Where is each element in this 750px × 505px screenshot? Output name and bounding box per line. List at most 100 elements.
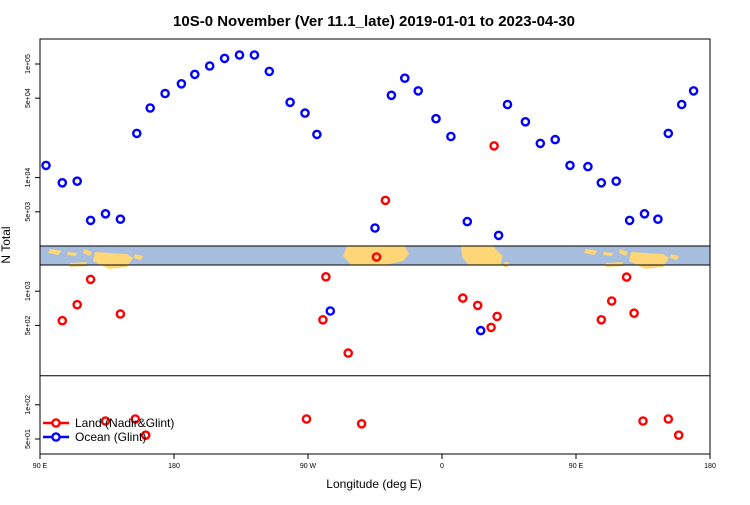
data-point xyxy=(140,430,151,441)
data-point xyxy=(399,73,410,83)
x-axis-label: Longitude (deg E) xyxy=(326,477,421,491)
data-point xyxy=(321,271,331,282)
legend-marker xyxy=(51,418,61,428)
y-tick-label: 5e+01 xyxy=(25,429,32,449)
data-point xyxy=(41,160,51,171)
data-point xyxy=(72,299,82,310)
data-point xyxy=(356,418,367,429)
plot-frame xyxy=(39,38,711,455)
data-point xyxy=(145,103,155,113)
data-point xyxy=(219,53,230,64)
axes: 90 E 180 90 W 0 90 E 180 5e+01 1e+02 5e+02 1e+03 5… xyxy=(25,38,716,470)
y-tick-label: 5e+02 xyxy=(25,315,32,335)
x-tick-label: 180 xyxy=(704,463,716,470)
data-point xyxy=(535,138,546,149)
data-point xyxy=(85,274,96,285)
data-point xyxy=(115,214,126,224)
data-point xyxy=(312,129,322,140)
data-point xyxy=(624,215,635,226)
x-tick-label: 90 E xyxy=(569,463,584,470)
legend: Land (Nadir&Glint)Ocean (Glint) xyxy=(43,416,174,444)
data-point xyxy=(249,50,260,60)
map-land-africa xyxy=(460,245,503,266)
data-point xyxy=(472,300,483,311)
data-point xyxy=(431,113,441,124)
data-point xyxy=(446,131,456,142)
data-point xyxy=(204,61,215,71)
x-tick-label: 0 xyxy=(440,463,444,470)
data-point xyxy=(475,325,486,336)
data-point xyxy=(343,348,354,358)
y-tick-label: 5e+04 xyxy=(25,88,32,108)
legend-marker xyxy=(51,432,61,442)
data-point xyxy=(234,50,245,60)
data-point xyxy=(371,252,382,262)
data-point xyxy=(653,214,663,224)
data-point xyxy=(492,311,502,322)
data-point xyxy=(72,176,82,186)
data-point xyxy=(300,108,310,118)
data-point xyxy=(502,99,513,110)
data-point xyxy=(57,177,68,188)
data-point xyxy=(596,314,607,325)
y-tick-label: 5e+03 xyxy=(25,202,32,222)
data-point xyxy=(370,223,380,233)
world-map-strip xyxy=(40,245,710,269)
y-tick-label: 1e+04 xyxy=(25,168,32,188)
data-point xyxy=(688,86,699,96)
y-axis-label: N Total xyxy=(0,226,13,263)
data-point xyxy=(413,86,424,96)
y-tick-label: 1e+03 xyxy=(25,281,32,301)
data-point xyxy=(596,177,607,188)
map-land-south-america xyxy=(343,245,409,266)
x-tick-label: 90 W xyxy=(300,463,317,470)
data-point xyxy=(160,88,170,99)
data-marks xyxy=(41,50,699,441)
data-point xyxy=(565,160,575,171)
data-point xyxy=(493,230,504,241)
data-point xyxy=(489,141,499,151)
y-tick-label: 1e+05 xyxy=(25,54,32,74)
data-point xyxy=(621,272,632,282)
data-point xyxy=(285,97,295,108)
data-point xyxy=(486,322,496,333)
data-point xyxy=(550,134,561,145)
legend-label: Ocean (Glint) xyxy=(75,430,146,444)
data-point xyxy=(115,309,126,319)
data-point xyxy=(131,128,142,139)
data-point xyxy=(85,215,96,226)
data-point xyxy=(130,414,141,424)
data-point xyxy=(639,208,650,219)
data-point xyxy=(673,430,684,441)
data-point xyxy=(629,308,639,319)
data-point xyxy=(318,314,328,325)
data-point xyxy=(606,296,617,306)
data-point xyxy=(457,293,468,303)
data-point xyxy=(176,79,187,89)
data-point xyxy=(676,99,687,110)
data-point xyxy=(301,414,312,424)
data-point xyxy=(663,414,674,424)
data-point xyxy=(100,208,111,219)
y-tick-label: 1e+02 xyxy=(25,395,32,415)
data-point xyxy=(462,216,473,227)
x-tick-label: 90 E xyxy=(33,463,48,470)
chart-title: 10S-0 November (Ver 11.1_late) 2019-01-0… xyxy=(173,13,575,30)
data-point xyxy=(638,416,648,426)
data-point xyxy=(380,195,391,206)
x-tick-label: 180 xyxy=(168,463,180,470)
legend-label: Land (Nadir&Glint) xyxy=(75,416,174,430)
map-land-madagascar xyxy=(503,261,509,267)
data-point xyxy=(100,416,111,426)
data-point xyxy=(264,66,275,77)
data-point xyxy=(189,69,200,80)
data-point xyxy=(57,315,68,326)
data-point xyxy=(663,128,674,139)
data-point xyxy=(583,161,593,172)
data-point xyxy=(386,90,397,101)
data-point xyxy=(520,117,531,127)
data-point xyxy=(611,176,622,186)
data-point xyxy=(325,306,336,316)
